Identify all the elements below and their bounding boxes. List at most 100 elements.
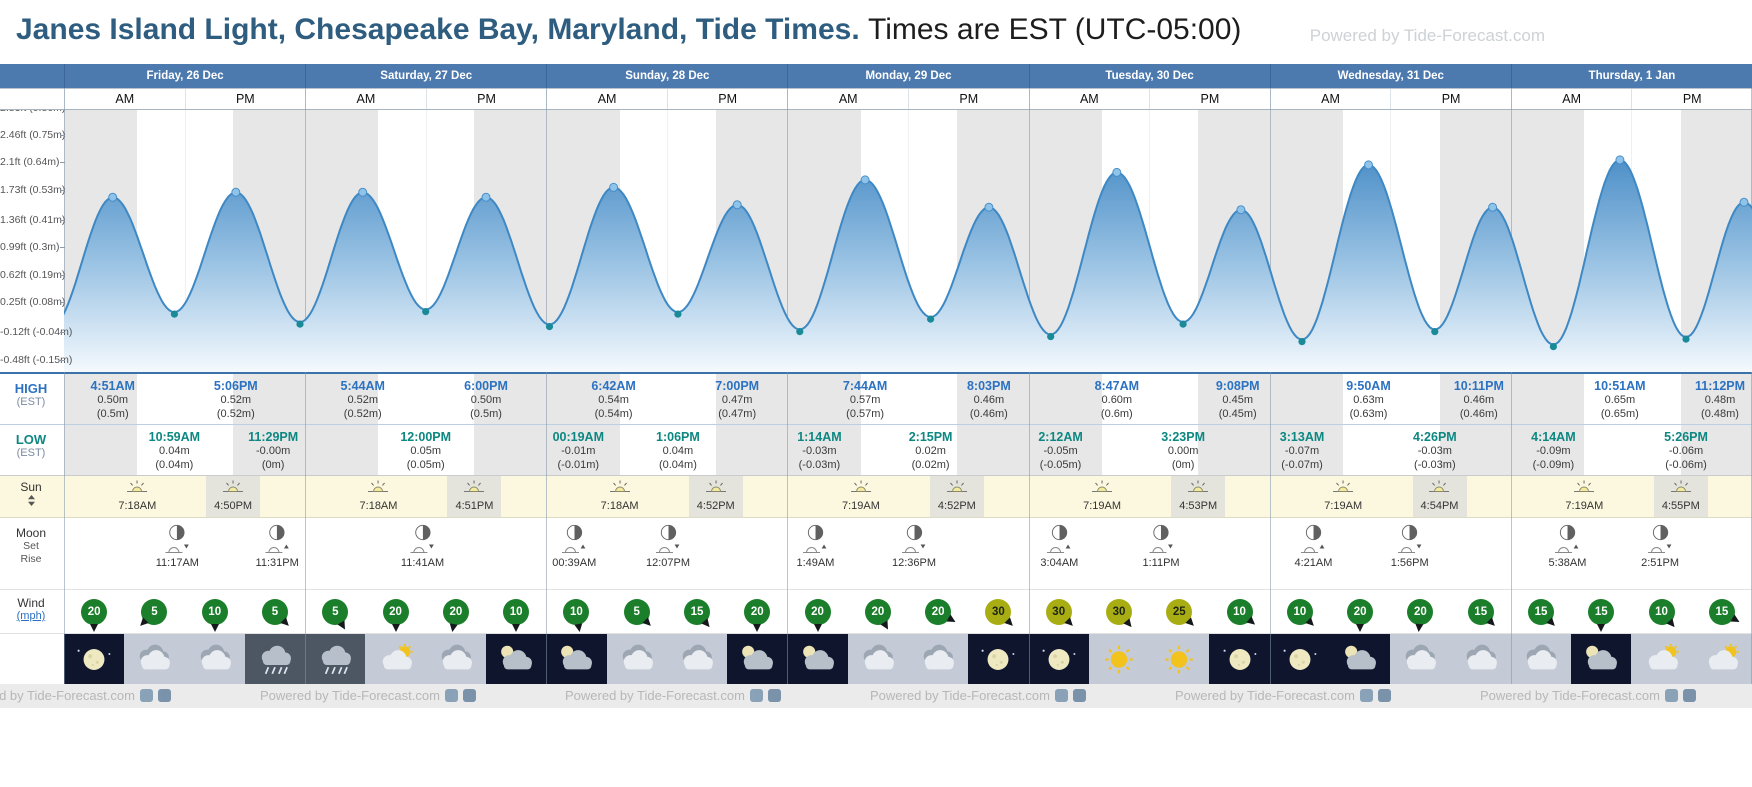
low-row-label: LOW (EST) (0, 432, 62, 459)
high-tide-marker (609, 182, 619, 192)
wind-speed-value: 5 (332, 606, 339, 618)
tide-height-alt: (0.5m) (470, 408, 502, 420)
tide-time: 2:12AM (1038, 430, 1083, 444)
night-shading (1198, 425, 1270, 475)
wind-direction-arrow (1356, 624, 1365, 632)
high-tide-entry: 8:47AM 0.60m (0.6m) (1095, 379, 1139, 421)
moon-weather-icon (1219, 643, 1261, 676)
tide-time: 10:11PM (1453, 379, 1504, 393)
wind-speed-value: 20 (87, 606, 101, 618)
y-axis-tick (60, 189, 65, 191)
high-tide-entry: 5:44AM 0.52m (0.52m) (341, 379, 385, 421)
night-shading (64, 425, 138, 475)
sun-time: 4:51PM (455, 500, 494, 512)
wind-speed-badge: 20 (442, 599, 469, 633)
sunset-icon (463, 480, 485, 498)
tide-height-alt: (0.02m) (911, 459, 950, 471)
moon-phase-icon (1153, 524, 1170, 545)
high-tide-marker (860, 175, 870, 185)
wind-direction-arrow (1246, 616, 1258, 628)
high-tide-entry: 8:03PM 0.46m (0.46m) (967, 379, 1011, 421)
sunrise-icon (126, 480, 148, 498)
wind-speed-badge: 5 (623, 599, 654, 629)
title-bar: Powered by Tide-Forecast.com Janes Islan… (0, 0, 1752, 62)
tide-height: 0.52m (220, 394, 252, 406)
tide-height-alt: (0.46m) (969, 408, 1008, 420)
night-shading (715, 374, 788, 424)
tide-time: 2:15PM (908, 430, 953, 444)
wind-speed-badge: 20 (81, 599, 108, 632)
moon-time: 00:39AM (552, 557, 597, 569)
page-title: Janes Island Light, Chesapeake Bay, Mary… (0, 0, 1752, 47)
tide-time: 7:00PM (715, 379, 760, 393)
tide-curve-svg (50, 155, 1752, 372)
tide-time: 9:08PM (1215, 379, 1260, 393)
day-separator (64, 88, 65, 684)
sunset-icon (946, 480, 968, 498)
wind-direction-arrow (1305, 617, 1317, 629)
ampm-label: PM (184, 89, 306, 109)
social-icon (157, 689, 171, 702)
ampm-header-row: AM PM AM PM AM PM AM PM AM PM AM PM AM PM (0, 88, 1752, 110)
tide-time: 8:47AM (1094, 379, 1140, 393)
sunset-entry: 4:54PM (1421, 479, 1458, 512)
night-shading (1269, 425, 1344, 475)
moon-phase-icon (269, 524, 286, 545)
tide-height: 0.00m (1167, 445, 1199, 457)
sun-time: 7:18AM (600, 500, 639, 512)
wind-speed-value: 20 (931, 606, 945, 618)
forecast-table: Friday, 26 Dec Saturday, 27 Dec Sunday, 28… (0, 64, 1752, 708)
ampm-label: PM (425, 89, 547, 109)
sunset-icon (1429, 480, 1451, 498)
halfday-separator (425, 110, 427, 372)
tide-time: 8:03PM (966, 379, 1011, 393)
tide-height: 0.63m (1353, 394, 1384, 406)
y-axis-tick (60, 219, 65, 221)
sun-row-label: Sun (0, 480, 62, 510)
y-axis-label: 0.25ft (0.08m) (0, 296, 66, 309)
powered-by-text: Powered by Tide-Forecast.com (1175, 688, 1355, 703)
sunrise-icon (1091, 480, 1113, 498)
wind-speed-value: 20 (389, 606, 402, 618)
sunset-entry: 4:55PM (1662, 479, 1700, 512)
night-shading (956, 374, 1029, 424)
moon-phase-icon (1559, 524, 1576, 545)
ampm-label: AM (305, 89, 426, 109)
day-header-cell: Tuesday, 30 Dec (1028, 64, 1270, 88)
wind-direction-arrow (90, 624, 99, 632)
sunset-icon (705, 480, 727, 498)
high-tide-marker (231, 187, 241, 197)
low-tide-marker (545, 323, 554, 331)
moon-set-entry: 11:17AM (156, 524, 199, 569)
tide-area (50, 159, 1752, 372)
high-tide-entry: 7:44AM 0.57m (0.57m) (843, 379, 887, 421)
social-icon (1664, 689, 1678, 702)
low-tide-marker (1179, 320, 1187, 328)
night-shading (715, 425, 788, 475)
tide-height: 0.54m (598, 394, 629, 406)
weather-cell (1209, 634, 1270, 684)
tide-height-alt: (0.52m) (216, 408, 255, 420)
high-tide-marker (1364, 160, 1373, 170)
wind-speed-value: 5 (633, 606, 640, 618)
night-shading (474, 374, 547, 424)
high-tide-marker (1739, 197, 1749, 207)
low-row-label-tz: (EST) (16, 447, 46, 459)
high-tide-marker (358, 187, 368, 197)
wind-units-link[interactable]: (mph) (16, 610, 46, 622)
moon-cloud-weather-icon (736, 643, 778, 676)
high-tide-entry: 10:11PM 0.46m (0.46m) (1454, 379, 1504, 421)
ampm-label: AM (1028, 89, 1150, 109)
weather-cell (1028, 634, 1089, 684)
wind-speed-value: 20 (750, 606, 764, 618)
sunset-entry: 4:52PM (697, 479, 735, 512)
wind-speed-badge: 5 (137, 599, 168, 629)
sunrise-entry: 7:18AM (360, 479, 397, 512)
moon-set-entry: 12:07PM (646, 524, 690, 569)
wind-speed-badge: 10 (1648, 599, 1678, 630)
page-title-timezone: Times are EST (UTC-05:00) (868, 13, 1242, 46)
halfday-separator (184, 110, 186, 372)
night-shading (64, 374, 138, 424)
moon-phase-icon (660, 524, 677, 545)
weather-cell (908, 634, 969, 684)
